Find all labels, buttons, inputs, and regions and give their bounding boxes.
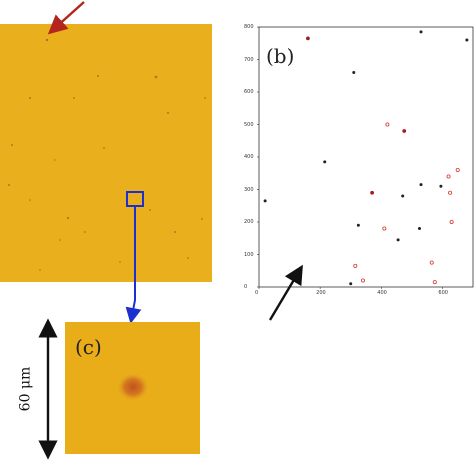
panel-a-micrograph bbox=[0, 1, 212, 324]
x-tick-label: 0 bbox=[255, 290, 259, 296]
y-axis-ticks bbox=[257, 26, 259, 288]
scatter-point bbox=[352, 71, 356, 74]
y-tick-label: 400 bbox=[244, 154, 254, 160]
scatter-point bbox=[419, 30, 423, 34]
scatter-point bbox=[356, 223, 360, 227]
scatter-point bbox=[360, 278, 365, 283]
chart-plot-area bbox=[258, 26, 474, 288]
scatter-point bbox=[429, 260, 434, 265]
y-tick-label: 0 bbox=[244, 284, 248, 290]
y-tick-label: 500 bbox=[244, 121, 254, 128]
panel-b-chart bbox=[257, 26, 474, 321]
scatter-point bbox=[263, 199, 267, 203]
scatter-point bbox=[353, 263, 358, 268]
zoom-spot bbox=[117, 373, 149, 401]
scatter-point bbox=[418, 227, 421, 230]
micrograph-image bbox=[0, 24, 212, 282]
scatter-point bbox=[396, 238, 400, 242]
scatter-point bbox=[419, 183, 423, 187]
scatter-point bbox=[323, 160, 327, 164]
scatter-point bbox=[448, 190, 453, 195]
scatter-point bbox=[439, 184, 443, 188]
x-axis-ticks bbox=[258, 287, 443, 289]
y-tick-label: 800 bbox=[244, 24, 254, 30]
y-tick-label: 700 bbox=[244, 56, 254, 63]
panel-b-label: (b) bbox=[266, 44, 295, 68]
scatter-point bbox=[382, 226, 387, 231]
y-tick-label: 600 bbox=[244, 89, 254, 95]
blue-arrow bbox=[125, 206, 142, 324]
scale-bar-label: 60 μm bbox=[17, 366, 34, 412]
scatter-point bbox=[370, 190, 375, 195]
scatter-point bbox=[306, 36, 310, 41]
scatter-point bbox=[349, 282, 353, 286]
y-tick-label: 300 bbox=[244, 186, 254, 193]
scatter-point bbox=[401, 194, 405, 198]
x-tick-label: 600 bbox=[438, 290, 448, 296]
y-tick-label: 200 bbox=[244, 219, 254, 225]
panel-c-zoom bbox=[38, 318, 200, 460]
red-arrow bbox=[47, 1, 85, 35]
scatter-point bbox=[449, 219, 454, 224]
scatter-point bbox=[455, 167, 460, 172]
scatter-point bbox=[465, 38, 469, 42]
scatter-point bbox=[446, 174, 451, 179]
micrograph-particles bbox=[8, 38, 206, 271]
black-arrow bbox=[268, 264, 303, 321]
panel-c-label: (c) bbox=[75, 335, 102, 359]
scatter-point bbox=[432, 280, 437, 285]
scatter-point bbox=[402, 129, 407, 133]
x-tick-label: 200 bbox=[316, 290, 326, 296]
scatter-points bbox=[263, 30, 469, 286]
scatter-point bbox=[385, 122, 390, 127]
y-tick-label: 100 bbox=[244, 251, 254, 258]
x-tick-label: 400 bbox=[377, 290, 387, 296]
